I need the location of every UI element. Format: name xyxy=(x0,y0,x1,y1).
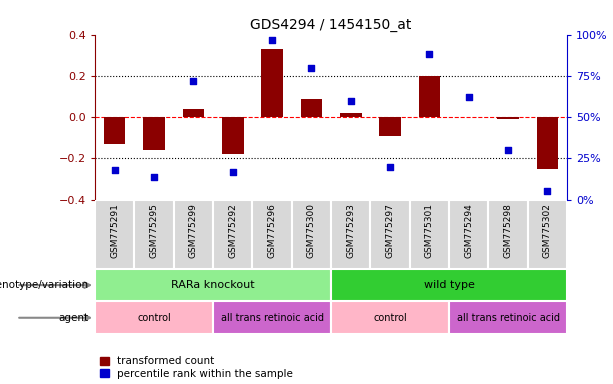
Point xyxy=(385,164,395,170)
Text: wild type: wild type xyxy=(424,280,474,290)
FancyBboxPatch shape xyxy=(449,200,489,269)
Bar xyxy=(104,117,126,144)
Point xyxy=(306,65,316,71)
Point xyxy=(346,98,356,104)
Point xyxy=(228,169,238,175)
Bar xyxy=(261,49,283,117)
Point xyxy=(424,51,434,58)
Text: GSM775292: GSM775292 xyxy=(228,203,237,258)
FancyBboxPatch shape xyxy=(528,200,567,269)
Text: GSM775293: GSM775293 xyxy=(346,203,355,258)
Text: GSM775301: GSM775301 xyxy=(425,203,434,258)
FancyBboxPatch shape xyxy=(331,200,370,269)
Point xyxy=(188,78,198,84)
Text: GSM775294: GSM775294 xyxy=(464,203,473,258)
Point xyxy=(503,147,513,153)
FancyBboxPatch shape xyxy=(213,200,253,269)
Text: all trans retinoic acid: all trans retinoic acid xyxy=(457,313,560,323)
FancyBboxPatch shape xyxy=(331,269,567,301)
Text: GSM775302: GSM775302 xyxy=(543,203,552,258)
Bar xyxy=(497,117,519,119)
FancyBboxPatch shape xyxy=(489,200,528,269)
FancyBboxPatch shape xyxy=(370,200,409,269)
Bar xyxy=(536,117,558,169)
Text: GSM775299: GSM775299 xyxy=(189,203,198,258)
Bar xyxy=(143,117,165,150)
Point xyxy=(543,188,552,194)
Bar xyxy=(340,113,362,117)
FancyBboxPatch shape xyxy=(292,200,331,269)
Bar xyxy=(419,76,440,117)
Text: GSM775296: GSM775296 xyxy=(267,203,276,258)
Bar xyxy=(379,117,401,136)
FancyBboxPatch shape xyxy=(95,269,331,301)
Text: all trans retinoic acid: all trans retinoic acid xyxy=(221,313,324,323)
FancyBboxPatch shape xyxy=(173,200,213,269)
Text: GSM775297: GSM775297 xyxy=(386,203,395,258)
FancyBboxPatch shape xyxy=(95,200,134,269)
FancyBboxPatch shape xyxy=(331,301,449,334)
Text: genotype/variation: genotype/variation xyxy=(0,280,89,290)
Title: GDS4294 / 1454150_at: GDS4294 / 1454150_at xyxy=(250,18,412,32)
FancyBboxPatch shape xyxy=(253,200,292,269)
FancyBboxPatch shape xyxy=(409,200,449,269)
Text: GSM775300: GSM775300 xyxy=(307,203,316,258)
Text: control: control xyxy=(137,313,171,323)
Text: RARa knockout: RARa knockout xyxy=(171,280,255,290)
Point xyxy=(267,36,277,43)
Bar xyxy=(222,117,243,154)
Legend: transformed count, percentile rank within the sample: transformed count, percentile rank withi… xyxy=(100,356,293,379)
Point xyxy=(110,167,120,173)
Text: GSM775298: GSM775298 xyxy=(503,203,512,258)
Point xyxy=(149,174,159,180)
Text: GSM775295: GSM775295 xyxy=(150,203,159,258)
FancyBboxPatch shape xyxy=(95,301,213,334)
Bar xyxy=(300,99,322,117)
FancyBboxPatch shape xyxy=(134,200,173,269)
Text: control: control xyxy=(373,313,407,323)
FancyBboxPatch shape xyxy=(449,301,567,334)
Text: agent: agent xyxy=(59,313,89,323)
Bar xyxy=(183,109,204,117)
Text: GSM775291: GSM775291 xyxy=(110,203,119,258)
Point xyxy=(464,94,474,100)
FancyBboxPatch shape xyxy=(213,301,331,334)
